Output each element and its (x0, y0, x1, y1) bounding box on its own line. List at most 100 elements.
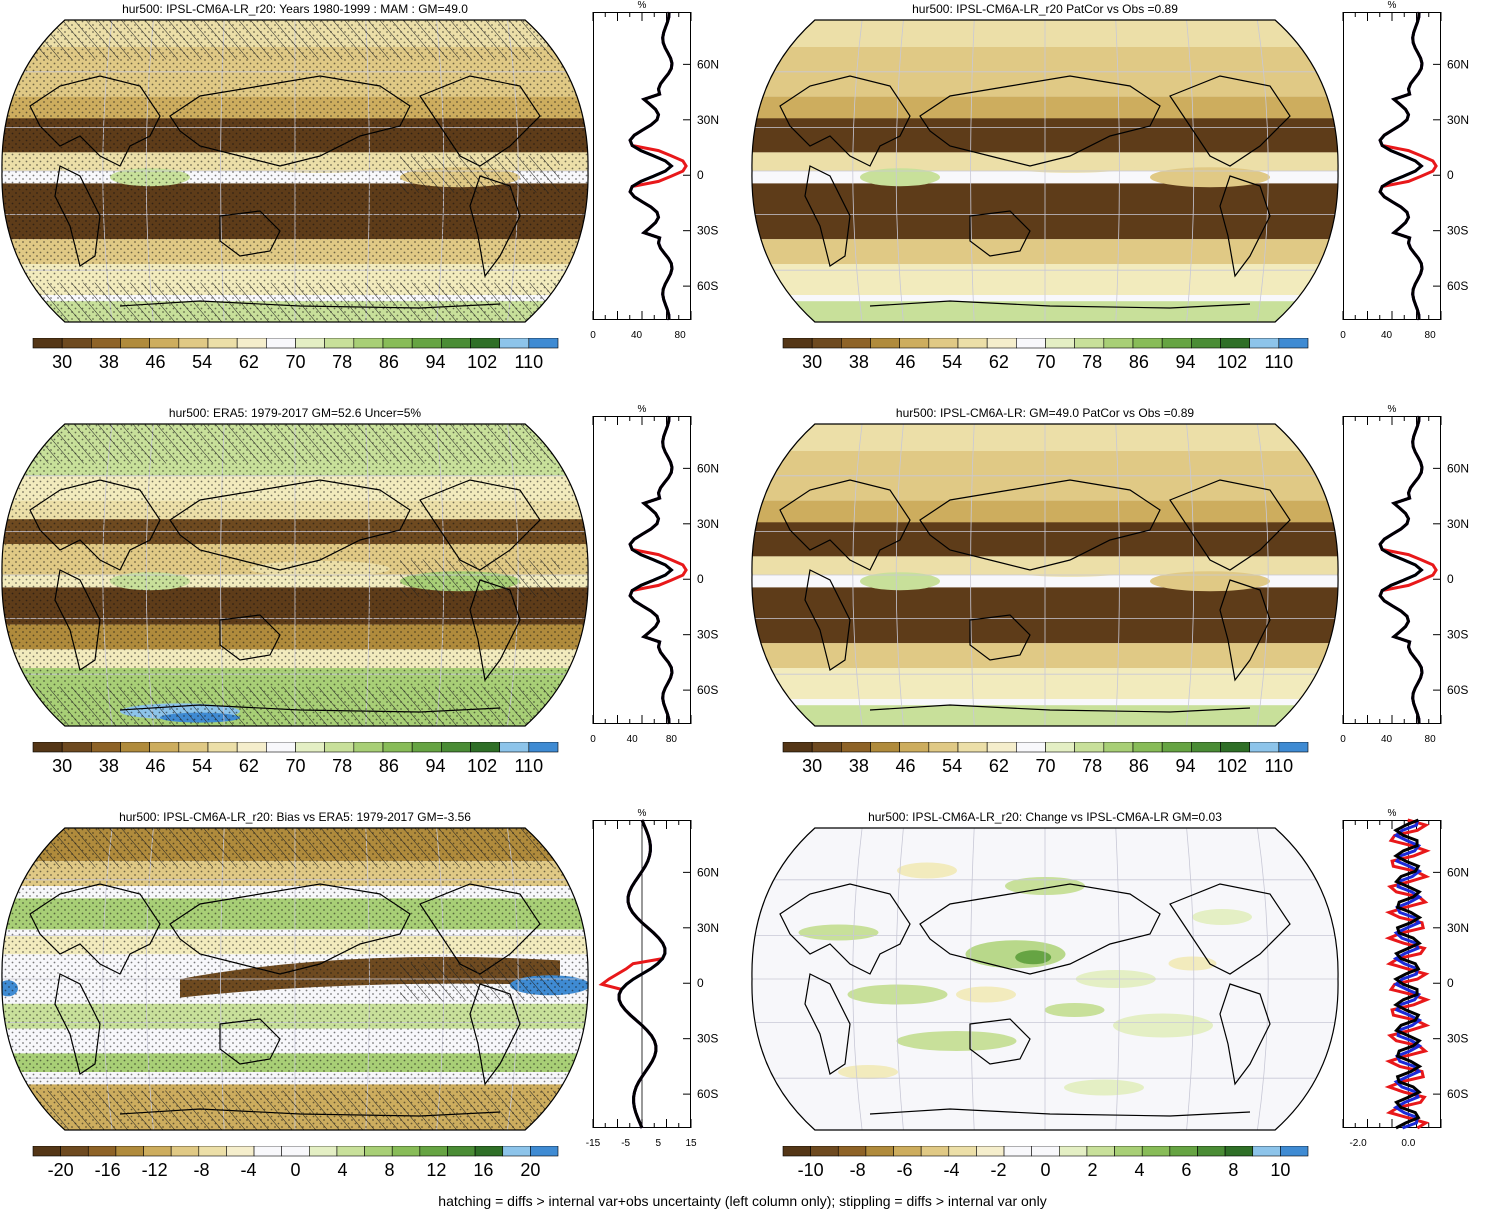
profile-lat-label: 30S (1447, 1032, 1468, 1046)
map-border (1, 19, 589, 323)
profile-lat-label: 0 (1447, 976, 1454, 990)
colorbar-label: 38 (99, 352, 119, 372)
colorbar-swatch (32, 338, 63, 349)
colorbar-label: 110 (514, 756, 543, 776)
colorbar-label: 30 (52, 756, 72, 776)
hatching (1, 424, 589, 464)
profile-xtick-label: -2.0 (1349, 1138, 1367, 1149)
colorbar-label: 86 (1129, 756, 1149, 776)
zonal-mean-profile: % 0 40 80 60N 30N 0 30S 60S (1340, 0, 1469, 341)
colorbar-label: -12 (142, 1160, 168, 1180)
profile-lat-label: 0 (1447, 572, 1454, 586)
colorbar-swatch (295, 338, 325, 349)
colorbar-swatch (336, 1146, 365, 1157)
hatching (1, 20, 589, 60)
map-border (751, 423, 1339, 727)
profile-lat-label: 60S (697, 1087, 718, 1101)
colorbar-label: 4 (337, 1160, 347, 1180)
colorbar-swatch (447, 1146, 476, 1157)
colorbar-label: 38 (99, 756, 119, 776)
colorbar-swatch (1169, 1146, 1198, 1157)
panel-title: hur500: IPSL-CM6A-LR_r20: Change vs IPSL… (868, 810, 1222, 824)
colorbar-swatch (120, 742, 150, 753)
hatching (400, 963, 560, 1001)
colorbar-swatch (115, 1146, 144, 1157)
colorbar-label: 62 (989, 352, 1009, 372)
profile-unit: % (638, 0, 647, 11)
colorbar-label: -4 (241, 1160, 257, 1180)
profile-xtick-label: 0 (590, 330, 596, 341)
profile-lat-label: 30N (697, 921, 719, 935)
profile-lat-label: 60N (1447, 461, 1469, 475)
colorbar-swatch (441, 742, 471, 753)
colorbar-swatch (474, 1146, 504, 1157)
colorbar-swatch (782, 1146, 811, 1157)
profile-lat-label: 60N (1447, 865, 1469, 879)
colorbar-label: 102 (1217, 352, 1247, 372)
profile-frame (593, 416, 691, 724)
profile-lat-label: 0 (1447, 168, 1454, 182)
profile-curve (617, 819, 667, 1129)
graticule (751, 20, 1339, 322)
colorbar-label: 54 (192, 352, 212, 372)
profile-frame (1343, 12, 1441, 320)
colorbar-swatch (899, 742, 930, 753)
colorbar-swatch (837, 1146, 867, 1157)
colorbar-label: 0 (1040, 1160, 1050, 1180)
colorbar-swatch (1103, 338, 1134, 349)
colorbar-swatch (391, 1146, 421, 1157)
panel-title: hur500: ERA5: 1979-2017 GM=52.6 Uncer=5% (168, 406, 422, 420)
colorbar-swatch (178, 338, 209, 349)
coastlines (779, 479, 1291, 713)
colorbar: -20 -16 -12 -8 -4 0 4 8 12 16 20 (32, 1146, 559, 1180)
colorbar-swatch (143, 1146, 172, 1157)
colorbar-label: 54 (192, 756, 212, 776)
map-border (1, 827, 589, 1131)
stippling (1, 20, 589, 322)
profile-lat-label: 60N (697, 461, 719, 475)
profile-lat-label: 60S (1447, 279, 1468, 293)
colorbar-swatch (353, 742, 384, 753)
profile-lat-label: 60S (697, 279, 718, 293)
colorbar-swatch (353, 338, 384, 349)
colorbar-swatch (1220, 338, 1250, 349)
colorbar-swatch (782, 742, 813, 753)
colorbar: -10 -8 -6 -4 -2 0 2 4 6 8 10 (782, 1146, 1309, 1180)
profile-lat-label: 0 (697, 572, 704, 586)
colorbar-swatch (266, 338, 296, 349)
colorbar-swatch (1280, 1146, 1309, 1157)
colorbar-label: 70 (285, 352, 305, 372)
colorbar-label: 86 (379, 756, 399, 776)
zonal-mean-profile: % -15 -5 5 15 60N 30N 0 30S 60S (586, 808, 719, 1149)
hatching (1, 686, 589, 726)
colorbar-swatch (841, 742, 871, 753)
profile-xtick-label: -5 (621, 1138, 630, 1149)
colorbar-swatch (178, 742, 209, 753)
colorbar-swatch (1191, 742, 1221, 753)
colorbar-label: 46 (145, 352, 165, 372)
profile-curve (628, 415, 674, 725)
colorbar-label: 54 (942, 756, 962, 776)
profile-lat-label: 30N (697, 113, 719, 127)
colorbar-label: 62 (239, 756, 259, 776)
profile-xtick-label: -15 (586, 1138, 601, 1149)
colorbar-swatch (324, 338, 355, 349)
colorbar-swatch (810, 1146, 839, 1157)
colorbar-swatch (236, 338, 267, 349)
colorbar-swatch (976, 1146, 1005, 1157)
colorbar-swatch (865, 1146, 894, 1157)
hatching (1, 1090, 589, 1130)
colorbar-swatch (1016, 338, 1046, 349)
colorbar-swatch (1249, 742, 1280, 753)
colorbar-label: 78 (1082, 756, 1102, 776)
colorbar-swatch (1197, 1146, 1226, 1157)
profile-unit: % (638, 808, 647, 819)
graticule (751, 424, 1339, 726)
colorbar-swatch (281, 1146, 310, 1157)
hatching (1, 828, 589, 868)
profile-xtick-label: 80 (675, 330, 687, 341)
colorbar-label: 38 (849, 756, 869, 776)
zonal-mean-profile: % -2.0 0.0 60N 30N 0 30S 60S (1342, 808, 1469, 1149)
colorbar-swatch (1086, 1146, 1115, 1157)
map-border (751, 19, 1339, 323)
